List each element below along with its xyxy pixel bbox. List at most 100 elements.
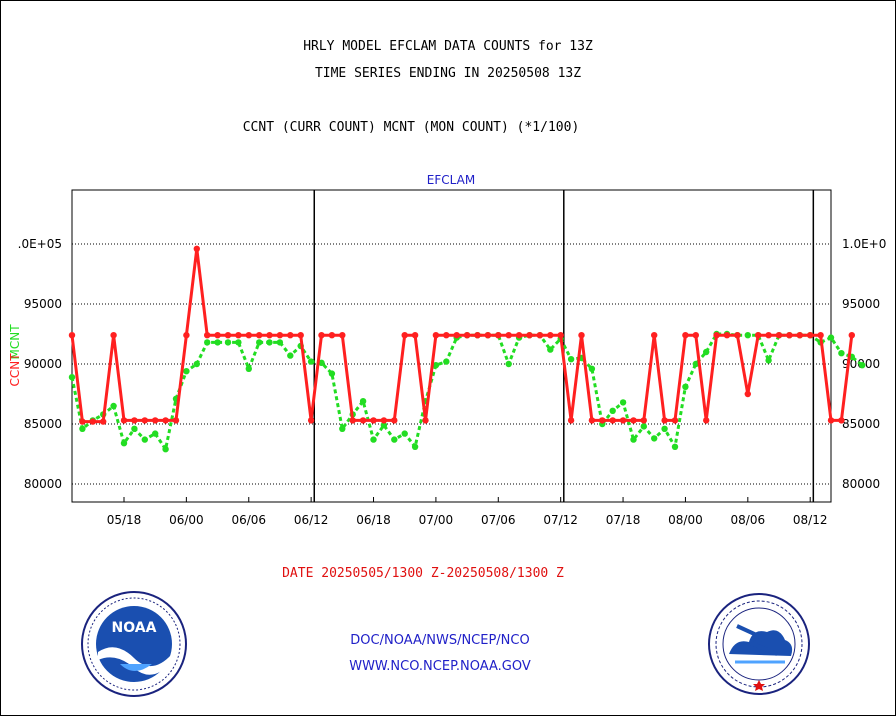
ccnt-point [307, 417, 315, 424]
ccnt-point [505, 332, 512, 339]
mcnt-point [443, 358, 450, 365]
mcnt-point [703, 348, 710, 356]
ccnt-point [349, 417, 356, 424]
ccnt-point [204, 332, 211, 339]
series-ccnt [68, 245, 855, 425]
ccnt-point [380, 417, 388, 424]
mcnt-point [287, 352, 294, 359]
mcnt-point [235, 339, 242, 346]
ccnt-point [401, 332, 408, 339]
x-tick-label: 07/12 [543, 513, 578, 527]
ccnt-point [100, 418, 107, 425]
ccnt-point [391, 417, 398, 424]
ccnt-point [172, 417, 180, 424]
mcnt-point [411, 443, 419, 450]
y-tick-label-left: 85000 [24, 417, 62, 431]
mcnt-point [152, 430, 159, 437]
ccnt-point [193, 245, 200, 252]
y-tick-label-left: 95000 [24, 297, 62, 311]
ccnt-point [287, 332, 294, 339]
x-tick-label: 06/12 [294, 513, 329, 527]
org-path-link[interactable]: DOC/NOAA/NWS/NCEP/NCO [350, 633, 530, 648]
mcnt-point [131, 425, 138, 432]
mcnt-point [619, 399, 627, 406]
ccnt-point [79, 418, 86, 425]
ccnt-point [89, 418, 97, 425]
ccnt-point [276, 332, 284, 339]
ccnt-point [183, 332, 190, 339]
x-tick-label: 07/00 [419, 513, 454, 527]
mcnt-point [256, 339, 263, 346]
ccnt-point [630, 417, 637, 424]
website-link[interactable]: WWW.NCO.NCEP.NOAA.GOV [349, 659, 531, 674]
ccnt-point [235, 332, 242, 339]
ccnt-point [162, 417, 169, 424]
mcnt-point [318, 359, 325, 366]
ccnt-point [817, 332, 824, 339]
nws-logo-icon [708, 593, 810, 695]
ccnt-point [713, 332, 720, 339]
mcnt-point [547, 346, 554, 353]
ccnt-point [256, 332, 263, 339]
ccnt-point [453, 332, 460, 339]
mcnt-line [70, 332, 864, 451]
y-tick-label-right: 85000 [842, 417, 880, 431]
mcnt-point [307, 358, 315, 365]
mcnt-point [141, 436, 148, 443]
ccnt-point [703, 417, 710, 424]
mcnt-point [827, 334, 835, 341]
ccnt-point [422, 417, 429, 424]
ccnt-point [723, 332, 731, 339]
ccnt-point [807, 332, 814, 339]
y-tick-label-left: 80000 [24, 477, 62, 491]
ccnt-point [619, 417, 627, 424]
ccnt-point [432, 332, 440, 339]
y-axis-label-mcnt: MCNT [8, 324, 22, 360]
x-tick-label: 07/06 [481, 513, 516, 527]
mcnt-point [630, 436, 637, 443]
ccnt-point [547, 332, 554, 339]
noaa-center-text: NOAA [112, 620, 157, 636]
mcnt-point [214, 339, 221, 346]
mcnt-point [838, 350, 845, 357]
mcnt-point [651, 435, 658, 442]
mcnt-point [339, 425, 346, 432]
ccnt-point [110, 332, 117, 339]
ccnt-point [339, 332, 346, 339]
ccnt-point [838, 417, 845, 424]
ccnt-point [411, 332, 419, 339]
ccnt-point [692, 332, 699, 339]
ccnt-point [474, 332, 481, 339]
mcnt-point [391, 436, 398, 443]
mcnt-point [266, 339, 273, 346]
x-tick-label: 05/18 [107, 513, 142, 527]
mcnt-point [276, 339, 284, 346]
y-tick-labels-left: 80000 85000 90000 95000 .0E+05 [18, 237, 62, 491]
ccnt-point [640, 417, 647, 424]
x-tick-labels: 05/18 06/00 06/06 06/12 06/18 07/00 07/06 07/12… [107, 497, 828, 527]
mcnt-point [401, 430, 408, 437]
noaa-logo-icon: NOAA [81, 591, 187, 697]
ccnt-point [848, 332, 855, 339]
x-tick-label: 08/00 [668, 513, 703, 527]
x-tick-label: 06/18 [356, 513, 391, 527]
mcnt-point [359, 398, 367, 405]
mcnt-point [110, 402, 117, 410]
ccnt-point [827, 417, 835, 424]
ccnt-point [599, 417, 606, 424]
plot-title-efclam: EFCLAM [427, 173, 475, 187]
y-axis-label-ccnt: CCNT [8, 353, 22, 387]
ccnt-point [671, 417, 679, 424]
y-tick-label-left: .0E+05 [18, 237, 62, 251]
ccnt-point [734, 332, 741, 339]
ccnt-point [131, 417, 138, 424]
mcnt-point [671, 443, 679, 450]
mcnt-point [183, 368, 190, 375]
ccnt-point [609, 417, 616, 424]
mcnt-point [640, 423, 647, 430]
ccnt-point [526, 332, 533, 339]
ccnt-point [744, 390, 751, 398]
ccnt-point [266, 332, 273, 339]
ccnt-point [578, 332, 585, 339]
